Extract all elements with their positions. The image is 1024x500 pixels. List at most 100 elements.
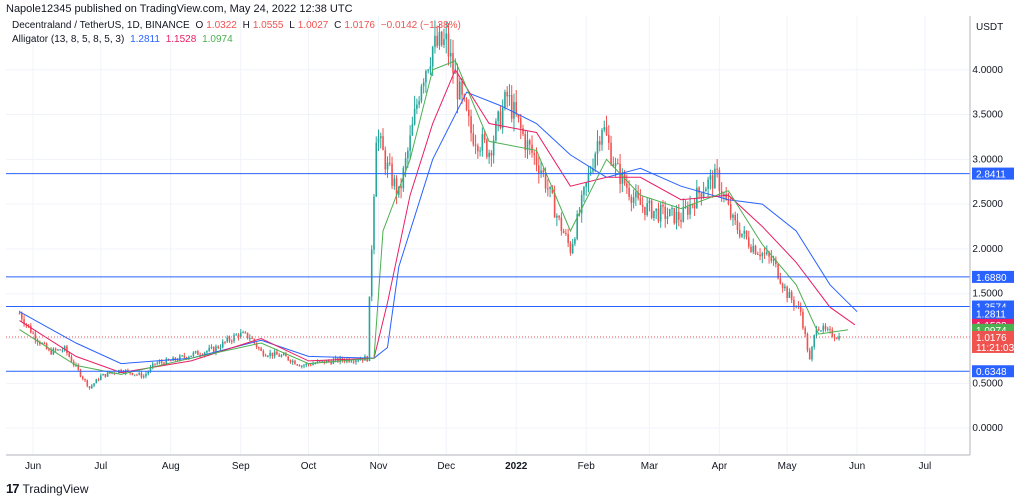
candle-body xyxy=(59,349,61,351)
price-tag-label: 2.8411 xyxy=(976,170,1006,181)
candle-body xyxy=(179,355,181,361)
candle-body xyxy=(156,362,159,364)
candle-body xyxy=(230,340,233,342)
candle-body xyxy=(418,101,420,105)
candle-body xyxy=(319,361,321,363)
tradingview-footer[interactable]: 17 TradingView xyxy=(6,481,89,496)
candle-body xyxy=(630,197,633,203)
candle-body xyxy=(359,359,362,361)
candle-body xyxy=(445,33,448,40)
candle-body xyxy=(307,363,310,365)
candle-body xyxy=(235,334,238,336)
candle-body xyxy=(458,81,461,100)
candle-body xyxy=(569,242,572,253)
candle-body xyxy=(734,215,737,221)
change-value: −0.0142 (−1.38%) xyxy=(380,20,461,31)
candle-body xyxy=(77,364,80,370)
candle-body xyxy=(289,360,292,363)
candle-body xyxy=(271,352,274,357)
candle-body xyxy=(474,144,477,146)
candle-body xyxy=(160,361,163,363)
x-tick-label: Feb xyxy=(578,461,596,472)
y-tick-label: 3.0000 xyxy=(972,154,1003,165)
candle-body xyxy=(553,192,556,218)
candle-body xyxy=(158,361,161,363)
candle-body xyxy=(495,120,497,141)
candle-body xyxy=(422,82,425,87)
candle-body xyxy=(425,71,427,83)
candle-body xyxy=(400,186,402,189)
candle-body xyxy=(639,198,642,205)
candle-body xyxy=(725,193,727,200)
candle-body xyxy=(170,360,172,362)
candle-body xyxy=(504,91,506,108)
candle-body xyxy=(197,351,199,355)
candle-body xyxy=(750,246,752,252)
candle-body xyxy=(808,350,811,360)
currency-label: USDT xyxy=(976,22,1003,33)
candle-body xyxy=(693,204,696,209)
candle-body xyxy=(314,363,317,365)
symbol-name: Decentraland / TetherUS, 1D, BINANCE xyxy=(12,20,190,31)
candle-body xyxy=(702,191,705,198)
candle-body xyxy=(522,128,524,135)
price-tag-label: 1.0176 xyxy=(976,333,1007,344)
candle-body xyxy=(395,178,398,195)
candle-body xyxy=(802,311,804,329)
candle-body xyxy=(786,286,788,298)
candle-body xyxy=(766,252,768,254)
candle-body xyxy=(384,150,387,170)
candle-body xyxy=(194,351,197,353)
candle-body xyxy=(718,169,721,191)
x-tick-label: Jul xyxy=(94,461,107,472)
candle-body xyxy=(775,259,777,265)
x-tick-label: Jun xyxy=(25,461,41,472)
candle-body xyxy=(585,182,588,188)
candle-body xyxy=(470,116,472,134)
candle-body xyxy=(454,72,457,74)
candle-body xyxy=(490,152,493,156)
candle-body xyxy=(558,215,560,218)
candle-body xyxy=(321,360,323,362)
candle-body xyxy=(228,337,231,341)
open-value: 1.0322 xyxy=(206,20,237,31)
candle-body xyxy=(285,353,287,357)
candle-body xyxy=(537,165,540,174)
candle-body xyxy=(519,118,522,129)
candle-body xyxy=(276,351,278,355)
candle-body xyxy=(95,379,98,384)
candle-body xyxy=(488,152,490,157)
candle-body xyxy=(716,168,718,170)
candle-body xyxy=(698,187,700,194)
candle-body xyxy=(700,193,703,198)
alligator-lips-line xyxy=(19,60,849,375)
candle-body xyxy=(411,124,414,136)
candle-body xyxy=(479,150,481,152)
candle-body xyxy=(456,72,459,100)
candle-body xyxy=(84,378,86,381)
candle-body xyxy=(413,108,416,125)
candle-body xyxy=(350,361,353,363)
candle-body xyxy=(68,352,71,357)
candle-body xyxy=(587,173,590,183)
candle-body xyxy=(287,356,290,361)
price-chart[interactable]: 0.00000.50001.00001.50002.00002.50003.00… xyxy=(0,16,1024,476)
candle-body xyxy=(813,335,816,347)
candle-body xyxy=(149,367,152,372)
candle-body xyxy=(524,134,527,151)
candle-body xyxy=(190,355,192,357)
candle-body xyxy=(540,170,542,174)
candle-body xyxy=(754,245,757,254)
candle-body xyxy=(373,196,375,250)
candle-body xyxy=(637,192,639,199)
candle-body xyxy=(756,253,759,255)
candle-body xyxy=(54,348,57,351)
candle-body xyxy=(217,346,220,349)
candle-body xyxy=(790,291,793,300)
candle-body xyxy=(163,362,165,365)
candle-body xyxy=(282,353,285,356)
lips-value: 1.0974 xyxy=(202,34,233,45)
y-tick-label: 2.0000 xyxy=(972,244,1003,255)
candle-body xyxy=(328,360,330,362)
candle-body xyxy=(436,35,439,46)
